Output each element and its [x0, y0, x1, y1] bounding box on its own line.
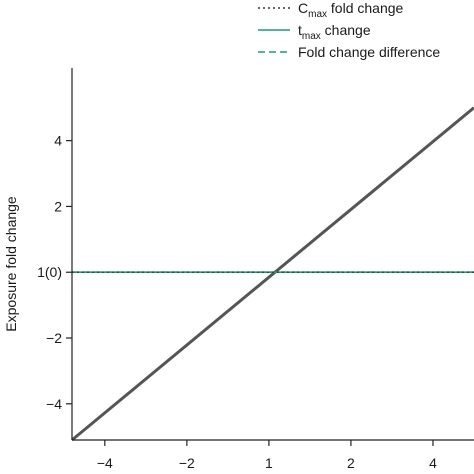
legend-label-3: Fold change difference: [298, 44, 440, 60]
x-tick-label: 2: [347, 455, 355, 471]
x-tick-label: −2: [179, 455, 195, 471]
y-tick-label: 4: [54, 133, 62, 149]
y-tick-label: −4: [46, 396, 62, 412]
plot-area: [71, 106, 474, 442]
axes: −4 −2 1 2 4 −4 −2 1(0) 2 4: [37, 68, 474, 471]
y-tick-label: 1(0): [37, 264, 62, 280]
y-axis-title: Exposure fold change: [3, 196, 19, 332]
series-line-1: [71, 106, 474, 442]
x-tick-label: 4: [429, 455, 437, 471]
y-tick-label: −2: [46, 330, 62, 346]
x-tick-label: 1: [265, 455, 273, 471]
legend-label-1: Cmax fold change: [298, 0, 404, 20]
legend-label-2: tmax change: [298, 22, 371, 42]
y-tick-label: 2: [54, 198, 62, 214]
x-tick-label: −4: [97, 455, 113, 471]
